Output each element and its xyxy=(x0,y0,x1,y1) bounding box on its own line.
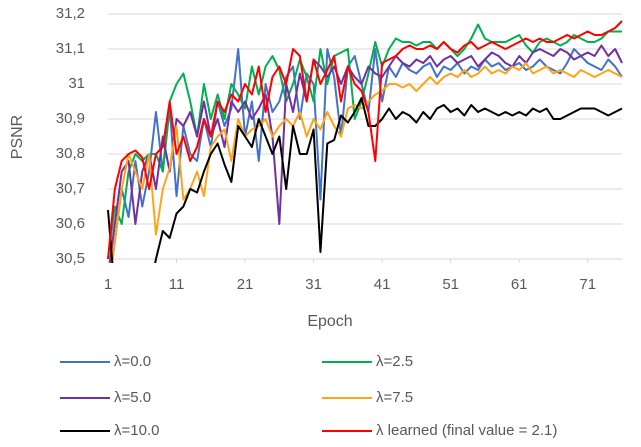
y-tick-label: 30,9 xyxy=(56,110,85,127)
legend-item: λ learned (final value = 2.1) xyxy=(322,422,557,439)
x-tick-label: 11 xyxy=(169,276,185,293)
legend-label: λ=0.0 xyxy=(114,353,151,370)
x-axis-title: Epoch xyxy=(307,313,352,330)
legend-label: λ=7.5 xyxy=(376,389,413,406)
x-tick-label: 51 xyxy=(442,276,459,293)
series-line xyxy=(111,62,623,263)
series-line xyxy=(111,48,623,263)
series-line xyxy=(107,20,623,260)
legend-item: λ=10.0 xyxy=(60,422,159,439)
y-tick-label: 30,7 xyxy=(56,180,85,197)
x-tick-label: 1 xyxy=(104,276,112,293)
x-tick-label: 21 xyxy=(237,276,254,293)
legend-item: λ=5.0 xyxy=(60,389,151,406)
legend-item: λ=2.5 xyxy=(322,353,413,370)
legend-label: λ learned (final value = 2.1) xyxy=(376,422,557,439)
x-tick-label: 71 xyxy=(579,276,596,293)
legend-label: λ=2.5 xyxy=(376,353,413,370)
plot-area xyxy=(107,20,623,263)
series-line xyxy=(107,23,622,260)
x-tick-label: 41 xyxy=(374,276,391,293)
x-tick-label: 61 xyxy=(511,276,528,293)
legend-label: λ=10.0 xyxy=(114,422,159,439)
series-line xyxy=(108,44,623,263)
y-tick-label: 31,1 xyxy=(56,40,85,57)
legend-item: λ=0.0 xyxy=(60,353,151,370)
y-tick-label: 30,5 xyxy=(56,250,85,267)
y-tick-label: 31 xyxy=(68,75,85,92)
x-tick-label: 31 xyxy=(305,276,322,293)
y-tick-label: 31,2 xyxy=(56,5,85,22)
y-tick-label: 30,6 xyxy=(56,215,85,232)
series-line xyxy=(107,97,623,263)
y-tick-label: 30,8 xyxy=(56,145,85,162)
legend-label: λ=5.0 xyxy=(114,389,151,406)
y-axis-title: PSNR xyxy=(9,115,26,159)
legend-item: λ=7.5 xyxy=(322,389,413,406)
